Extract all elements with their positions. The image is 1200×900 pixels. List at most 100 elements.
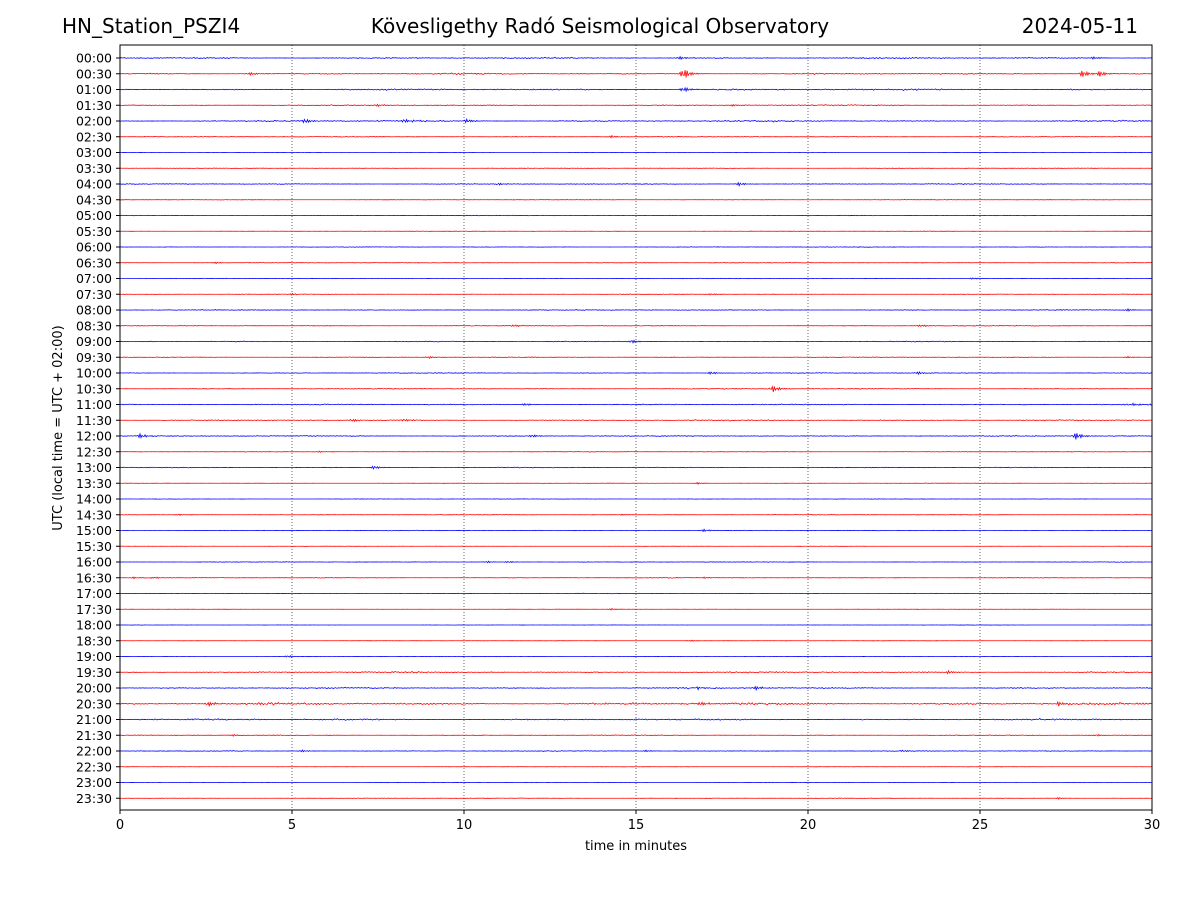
trace-row-0800 — [119, 307, 1153, 312]
trace-row-1830 — [119, 639, 1153, 642]
trace-row-0000 — [119, 55, 1153, 61]
trace-row-0430 — [119, 199, 1152, 201]
chart-title: Kövesligethy Radó Seismological Observat… — [370, 14, 830, 38]
trace-row-0500 — [119, 214, 1153, 217]
trace-row-1430 — [119, 513, 1153, 516]
y-tick-label: 14:00 — [76, 492, 112, 507]
trace-row-0630 — [119, 261, 1153, 265]
trace-row-1930 — [119, 669, 1153, 675]
y-tick-label: 03:30 — [76, 161, 112, 176]
y-tick-label: 17:00 — [76, 586, 112, 601]
trace-row-1200 — [119, 432, 1153, 440]
y-tick-label: 23:30 — [76, 791, 112, 806]
y-tick-label: 01:30 — [76, 98, 112, 113]
trace-row-0230 — [119, 134, 1153, 139]
trace-row-1300 — [119, 465, 1153, 470]
y-tick-label: 11:00 — [76, 397, 112, 412]
y-tick-label: 09:00 — [76, 334, 112, 349]
trace-row-0600 — [119, 246, 1153, 248]
y-tick-label: 13:30 — [76, 476, 112, 491]
y-tick-label: 01:00 — [76, 82, 112, 97]
y-tick-label: 14:30 — [76, 507, 112, 522]
y-tick-label: 18:30 — [76, 633, 112, 648]
x-tick-label: 0 — [116, 818, 124, 833]
y-tick-label: 02:00 — [76, 114, 112, 129]
y-tick-label: 15:30 — [76, 539, 112, 554]
y-tick-label: 02:30 — [76, 129, 112, 144]
trace-row-2130 — [119, 733, 1153, 737]
y-tick-label: 10:00 — [76, 366, 112, 381]
y-tick-label: 18:00 — [76, 618, 112, 633]
trace-row-2200 — [119, 749, 1153, 753]
y-tick-label: 05:00 — [76, 208, 112, 223]
chart-date: 2024-05-11 — [1021, 14, 1138, 38]
trace-row-1230 — [119, 450, 1153, 453]
y-tick-label: 20:00 — [76, 681, 112, 696]
trace-row-1030 — [119, 385, 1153, 392]
x-axis-label: time in minutes — [585, 839, 687, 854]
y-tick-label: 12:00 — [76, 429, 112, 444]
trace-row-1130 — [119, 418, 1153, 423]
y-tick-label: 20:30 — [76, 696, 112, 711]
y-tick-label: 10:30 — [76, 381, 112, 396]
y-tick-label: 06:00 — [76, 240, 112, 255]
trace-row-0900 — [119, 339, 1153, 344]
trace-row-1500 — [119, 528, 1153, 533]
y-tick-label: 06:30 — [76, 255, 112, 270]
x-tick-label: 15 — [628, 818, 645, 833]
y-tick-label: 16:00 — [76, 555, 112, 570]
trace-row-0200 — [119, 118, 1153, 124]
y-tick-label: 19:00 — [76, 649, 112, 664]
y-tick-label: 05:30 — [76, 224, 112, 239]
y-tick-label: 09:30 — [76, 350, 112, 365]
y-tick-label: 08:00 — [76, 303, 112, 318]
trace-rows — [119, 55, 1153, 800]
y-tick-label: 04:30 — [76, 192, 112, 207]
grid-lines — [291, 45, 981, 810]
y-tick-label: 07:00 — [76, 271, 112, 286]
x-tick-label: 25 — [972, 818, 989, 833]
trace-row-0130 — [119, 103, 1153, 108]
trace-row-0730 — [119, 292, 1153, 296]
trace-row-2000 — [119, 685, 1153, 692]
x-tick-label: 30 — [1144, 818, 1161, 833]
y-tick-label: 12:30 — [76, 444, 112, 459]
trace-row-2100 — [119, 717, 1153, 721]
trace-row-1630 — [119, 576, 1153, 580]
trace-row-0700 — [120, 277, 1153, 280]
trace-row-1100 — [119, 402, 1153, 407]
y-tick-label: 03:00 — [76, 145, 112, 160]
y-tick-label: 22:30 — [76, 759, 112, 774]
y-tick-label: 21:00 — [76, 712, 112, 727]
x-tick-label: 20 — [800, 818, 817, 833]
station-name: HN_Station_PSZI4 — [62, 14, 241, 38]
y-tick-label: 23:00 — [76, 775, 112, 790]
y-tick-label: 00:30 — [76, 66, 112, 81]
x-tick-label: 5 — [288, 818, 296, 833]
y-tick-label: 22:00 — [76, 744, 112, 759]
trace-row-1600 — [119, 560, 1153, 564]
y-tick-label: 16:30 — [76, 570, 112, 585]
y-tick-label: 00:00 — [76, 51, 112, 66]
trace-row-2330 — [119, 797, 1153, 800]
trace-row-0100 — [119, 86, 1153, 93]
trace-row-1700 — [119, 592, 1153, 595]
y-tick-label: 08:30 — [76, 318, 112, 333]
trace-row-2030 — [119, 700, 1153, 708]
y-tick-label: 11:30 — [76, 413, 112, 428]
x-tick-labels: 0 5 10 15 20 25 30 — [116, 810, 1160, 833]
y-tick-label: 15:00 — [76, 523, 112, 538]
trace-row-1730 — [119, 607, 1153, 611]
y-tick-label: 07:30 — [76, 287, 112, 302]
trace-row-0030 — [119, 70, 1153, 78]
y-tick-labels: 00:0000:3001:0001:3002:0002:3003:0003:30… — [76, 51, 120, 806]
y-tick-label: 13:00 — [76, 460, 112, 475]
trace-row-0930 — [119, 355, 1153, 360]
trace-row-1900 — [119, 655, 1153, 658]
trace-row-1330 — [119, 481, 1153, 485]
trace-row-1000 — [119, 371, 1153, 376]
x-tick-label: 10 — [456, 818, 473, 833]
trace-row-0400 — [119, 181, 1153, 187]
y-tick-label: 17:30 — [76, 602, 112, 617]
